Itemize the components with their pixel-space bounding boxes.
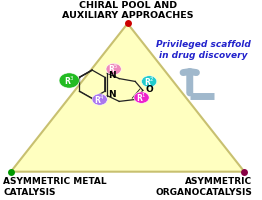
Circle shape <box>141 76 157 87</box>
Text: R$^{3}$: R$^{3}$ <box>64 74 75 87</box>
Point <box>242 170 247 173</box>
Text: ASYMMETRIC
ORGANOCATALYSIS: ASYMMETRIC ORGANOCATALYSIS <box>155 177 252 197</box>
Text: R$^{4}$: R$^{4}$ <box>94 93 105 106</box>
Text: R$^{5}$: R$^{5}$ <box>108 63 119 75</box>
Polygon shape <box>11 23 244 172</box>
Text: N: N <box>108 90 116 99</box>
Point <box>9 170 13 173</box>
Circle shape <box>59 73 79 88</box>
Text: CHIRAL POOL AND
AUXILIARY APPROACHES: CHIRAL POOL AND AUXILIARY APPROACHES <box>62 1 193 20</box>
Text: R$^{1}$: R$^{1}$ <box>136 91 147 104</box>
Text: Privileged scaffold
in drug discovery: Privileged scaffold in drug discovery <box>156 40 251 60</box>
Circle shape <box>92 94 107 105</box>
Text: O: O <box>145 85 153 94</box>
Text: N: N <box>108 71 116 80</box>
Circle shape <box>134 92 149 103</box>
Text: R$^{2}$: R$^{2}$ <box>144 75 155 88</box>
Point <box>125 22 130 25</box>
Circle shape <box>106 63 121 75</box>
Text: ASYMMETRIC METAL
CATALYSIS: ASYMMETRIC METAL CATALYSIS <box>3 177 107 197</box>
